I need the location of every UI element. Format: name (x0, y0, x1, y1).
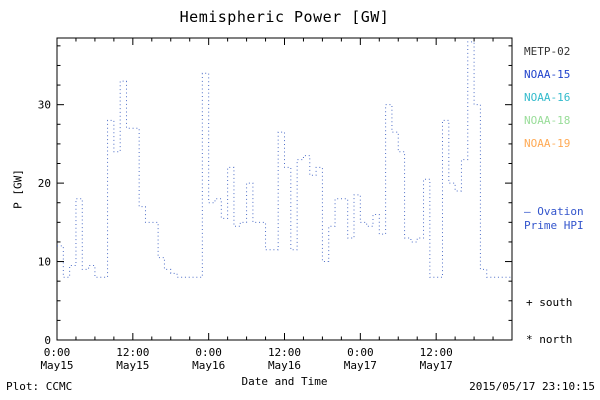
y-tick-label: 10 (38, 256, 51, 269)
x-tick-date: May17 (420, 359, 453, 372)
x-tick-time: 0:00 (44, 346, 71, 359)
y-tick-label: 0 (44, 334, 51, 347)
y-tick-label: 20 (38, 177, 51, 190)
legend-item-noaa15: NOAA-15 (524, 68, 571, 81)
north-marker-label: * north (526, 333, 573, 346)
x-axis-label: Date and Time (241, 375, 328, 388)
x-tick-date: May16 (268, 359, 301, 372)
y-axis-label: P [GW] (11, 169, 25, 209)
south-marker-label: + south (526, 296, 573, 309)
x-tick-time: 12:00 (116, 346, 149, 359)
plot-credit: Plot: CCMC (6, 380, 73, 393)
satellite-legend: METP-02 NOAA-15 NOAA-16 NOAA-18 NOAA-19 (524, 44, 570, 159)
x-tick-time: 0:00 (195, 346, 222, 359)
x-tick-date: May15 (116, 359, 149, 372)
legend-item-noaa19: NOAA-19 (524, 137, 571, 150)
model-legend-line1: – Ovation (524, 205, 584, 218)
model-legend-line2: Prime HPI (524, 219, 584, 232)
x-tick-date: May17 (344, 359, 377, 372)
x-tick-time: 0:00 (347, 346, 374, 359)
x-tick-time: 12:00 (268, 346, 301, 359)
legend-item-noaa16: NOAA-16 (524, 91, 571, 104)
plot-frame (56, 37, 513, 341)
x-tick-date: May15 (40, 359, 73, 372)
hpi-step-line (57, 41, 512, 278)
legend-item-noaa18: NOAA-18 (524, 114, 571, 127)
x-tick-time: 12:00 (420, 346, 453, 359)
legend-item-metp02: METP-02 (524, 45, 571, 58)
y-tick-label: 30 (38, 99, 51, 112)
model-legend: – Ovation Prime HPI (524, 205, 584, 233)
chart-title: Hemispheric Power [GW] (179, 8, 390, 26)
x-tick-date: May16 (192, 359, 225, 372)
generation-timestamp: 2015/05/17 23:10:15 (469, 380, 595, 393)
